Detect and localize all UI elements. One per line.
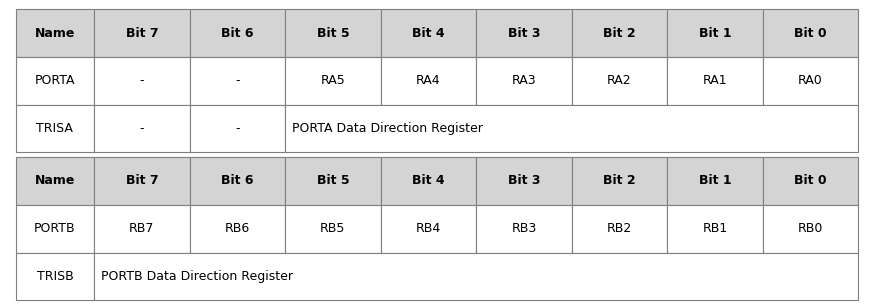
Bar [190, 9, 285, 57]
Bar [667, 57, 763, 105]
Bar [476, 157, 572, 205]
Text: Bit 5: Bit 5 [316, 26, 350, 40]
Text: PORTA: PORTA [35, 74, 75, 87]
Text: Bit 4: Bit 4 [413, 26, 445, 40]
Bar [763, 9, 858, 57]
Text: Bit 3: Bit 3 [508, 26, 540, 40]
Text: Bit 6: Bit 6 [221, 26, 253, 40]
Bar [476, 205, 572, 253]
Bar [94, 157, 190, 205]
Text: Bit 7: Bit 7 [126, 174, 158, 188]
Text: RB7: RB7 [129, 222, 155, 235]
Text: PORTB Data Direction Register: PORTB Data Direction Register [101, 270, 293, 283]
Bar [285, 157, 381, 205]
Bar [16, 253, 94, 300]
Bar [94, 105, 190, 152]
Bar [16, 157, 94, 205]
Bar [381, 57, 476, 105]
Bar [763, 205, 858, 253]
Text: Bit 4: Bit 4 [413, 174, 445, 188]
Bar [381, 9, 476, 57]
Text: RA0: RA0 [798, 74, 823, 87]
Text: TRISA: TRISA [37, 122, 73, 135]
Bar [476, 57, 572, 105]
Bar [381, 205, 476, 253]
Text: RB2: RB2 [607, 222, 632, 235]
Text: RB5: RB5 [320, 222, 345, 235]
Text: RA1: RA1 [703, 74, 727, 87]
Bar [763, 57, 858, 105]
Bar [667, 9, 763, 57]
Text: RA5: RA5 [321, 74, 345, 87]
Text: -: - [140, 122, 144, 135]
Text: Bit 6: Bit 6 [221, 174, 253, 188]
Bar [285, 205, 381, 253]
Bar [190, 57, 285, 105]
Bar [763, 157, 858, 205]
Bar [667, 205, 763, 253]
Bar [572, 157, 667, 205]
Bar [94, 9, 190, 57]
Text: Bit 7: Bit 7 [126, 26, 158, 40]
Bar [572, 205, 667, 253]
Text: -: - [235, 122, 239, 135]
Text: RB0: RB0 [798, 222, 823, 235]
Text: Bit 5: Bit 5 [316, 174, 350, 188]
Bar [381, 157, 476, 205]
Bar [16, 205, 94, 253]
Text: PORTA Data Direction Register: PORTA Data Direction Register [292, 122, 483, 135]
Text: Bit 3: Bit 3 [508, 174, 540, 188]
Bar [667, 157, 763, 205]
Text: RB3: RB3 [511, 222, 537, 235]
Bar [572, 9, 667, 57]
Bar [476, 9, 572, 57]
Text: TRISB: TRISB [37, 270, 73, 283]
Text: RB4: RB4 [416, 222, 441, 235]
Text: RB1: RB1 [703, 222, 728, 235]
Bar [572, 57, 667, 105]
Text: Bit 1: Bit 1 [698, 26, 732, 40]
Text: RA3: RA3 [511, 74, 537, 87]
Bar [190, 157, 285, 205]
Text: Bit 1: Bit 1 [698, 174, 732, 188]
Text: Name: Name [35, 26, 75, 40]
Text: RA4: RA4 [416, 74, 440, 87]
Bar [94, 57, 190, 105]
Bar [94, 253, 858, 300]
Text: Bit 0: Bit 0 [794, 26, 827, 40]
Text: RB6: RB6 [225, 222, 250, 235]
Text: Name: Name [35, 174, 75, 188]
Bar [94, 205, 190, 253]
Bar [190, 105, 285, 152]
Text: PORTB: PORTB [34, 222, 76, 235]
Bar [16, 9, 94, 57]
Bar [285, 105, 858, 152]
Text: Bit 0: Bit 0 [794, 174, 827, 188]
Bar [285, 9, 381, 57]
Bar [16, 105, 94, 152]
Bar [285, 57, 381, 105]
Text: -: - [140, 74, 144, 87]
Text: RA2: RA2 [607, 74, 632, 87]
Bar [16, 57, 94, 105]
Bar [190, 205, 285, 253]
Text: Bit 2: Bit 2 [603, 174, 635, 188]
Text: -: - [235, 74, 239, 87]
Text: Bit 2: Bit 2 [603, 26, 635, 40]
